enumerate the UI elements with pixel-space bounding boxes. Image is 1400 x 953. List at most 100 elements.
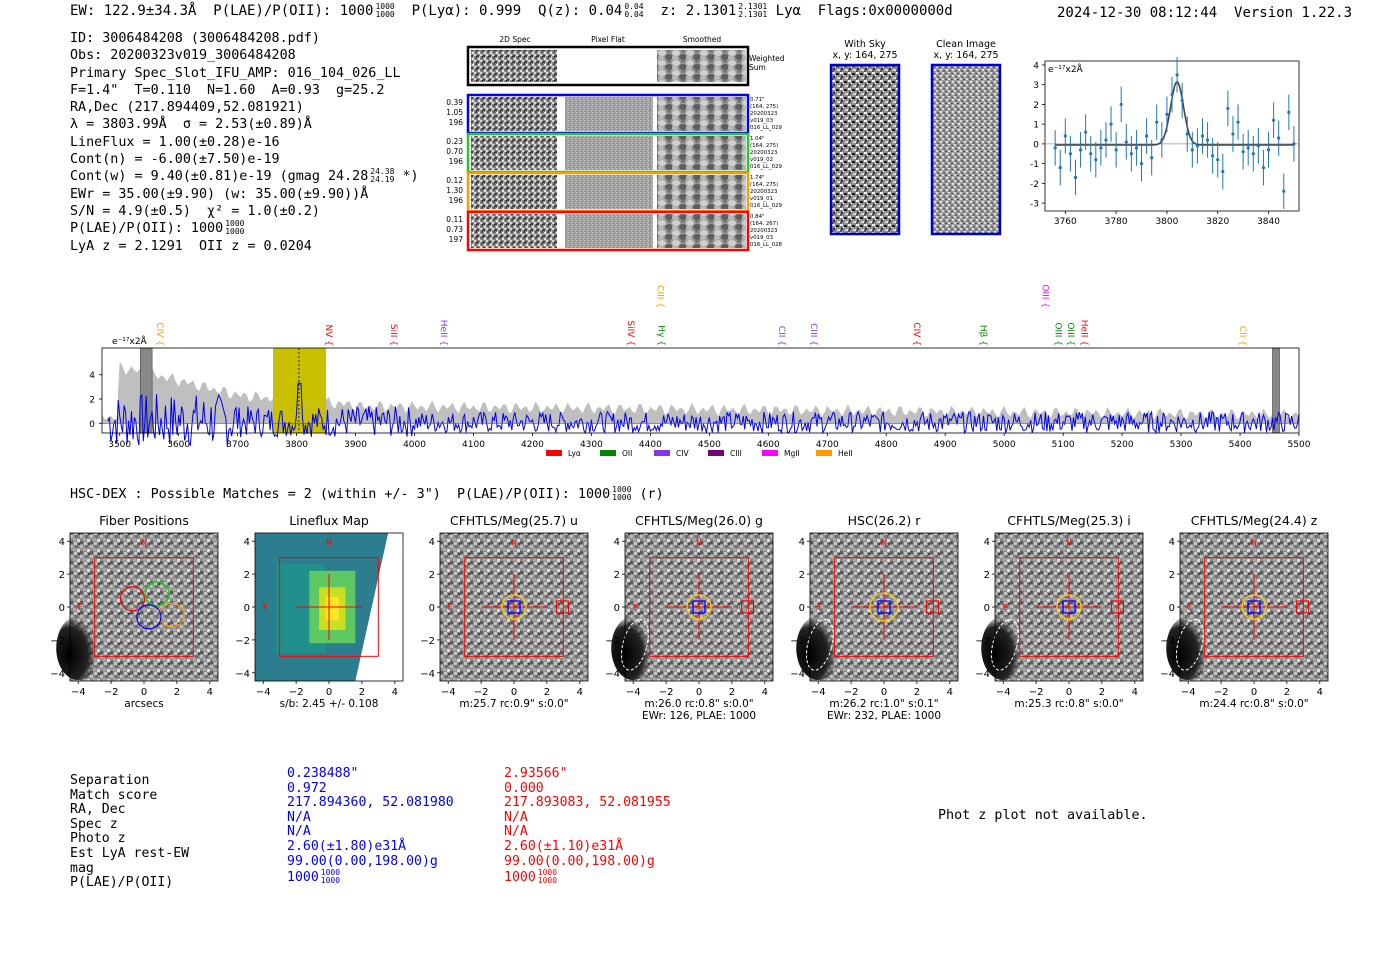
zoom-ytick: 0 xyxy=(1033,140,1039,150)
panel-xtick: 2 xyxy=(729,687,735,698)
cutout-col-pixelflat: Pixel Flat xyxy=(591,35,625,44)
zoom-point xyxy=(1185,132,1189,136)
header-flags: Flags:0x0000000d xyxy=(817,3,953,19)
image-panel-2: Lineflux Map N E −4 −4 −2 −2 0 0 2 2 4 4 s/b: 2.45 +/… xyxy=(235,513,404,710)
panel-xtick: −2 xyxy=(1029,687,1044,698)
panel-xtick: −4 xyxy=(1181,687,1196,698)
panel-xtick: 0 xyxy=(696,687,702,698)
panel-xtick: −4 xyxy=(626,687,641,698)
info-contw: Cont(w) = 9.40(±0.81)e-19 (gmag 24.28 24.… xyxy=(70,167,419,185)
panel-caption: arcsecs xyxy=(124,698,163,710)
cutout-row-right-0: 1.74" xyxy=(750,175,764,181)
full-xtick: 4900 xyxy=(934,440,957,450)
match-label: mag xyxy=(70,860,94,876)
panel-ytick: −2 xyxy=(790,636,805,647)
panel-ytick: 0 xyxy=(59,603,65,614)
zoom-point xyxy=(1236,120,1240,124)
cutout-row-right-2: 20200323 xyxy=(750,150,777,156)
zoom-point xyxy=(1063,134,1067,138)
panel-xtick: −2 xyxy=(104,687,119,698)
cutout-row-left-1: 1.30 xyxy=(446,186,463,195)
panel-ytick: 2 xyxy=(1169,570,1175,581)
cutout-row-left-1: 1.05 xyxy=(446,108,463,117)
legend-swatch xyxy=(816,450,832,456)
cutout-row-right-4: 016_LL_029 xyxy=(750,125,783,131)
panel-xtick: −2 xyxy=(289,687,304,698)
panel-ytick: 4 xyxy=(614,537,620,548)
panel-ytick: 2 xyxy=(59,570,65,581)
zoom-point xyxy=(1160,138,1164,142)
header-qz: Q(z): 0.04 xyxy=(538,3,623,19)
full-xtick: 5100 xyxy=(1052,440,1075,450)
match-label: RA, Dec xyxy=(70,802,126,818)
full-line-marker: OIII { xyxy=(1052,322,1062,346)
full-line-marker: HeII { xyxy=(438,320,448,346)
panel-north: N xyxy=(511,538,517,547)
panel-north: N xyxy=(1066,538,1072,547)
info-plae: P(LAE)/P(OII): 1000 1000 1000 xyxy=(70,219,245,237)
panel-ytick: −4 xyxy=(1160,669,1175,680)
cutout-col-smoothed: Smoothed xyxy=(683,35,722,44)
full-line-marker: CIII { xyxy=(808,323,818,346)
zoom-point xyxy=(1089,152,1093,156)
info-sn: S/N = 4.9(±0.5) χ² = 1.0(±0.2) xyxy=(70,203,320,219)
panel-xtick: 0 xyxy=(1066,687,1072,698)
panel-ytick: −2 xyxy=(235,636,250,647)
zoom-point xyxy=(1251,152,1255,156)
image-panel-6: CFHTLS/Meg(25.3) i N E −4 −4 −2 −2 0 0 2 2 4 4 m:25.3… xyxy=(975,513,1144,710)
panel-xtick: 4 xyxy=(1317,687,1323,698)
full-xtick: 4100 xyxy=(462,440,485,450)
full-line-marker: CII { xyxy=(776,326,786,346)
match-value: 2.60(±1.10)e31Å xyxy=(504,838,624,854)
full-frame xyxy=(101,347,1300,434)
cutout-row-right-3: v019_03 xyxy=(750,118,773,124)
match-1-values: 0.238488" 0.972 217.894360, 52.081980 N/A N/… xyxy=(287,766,454,886)
panel-ytick: 2 xyxy=(244,570,250,581)
panel-ytick: 4 xyxy=(799,537,805,548)
zoom-point xyxy=(1068,152,1072,156)
zoom-ytick: 1 xyxy=(1033,121,1039,131)
panel-ytick: −2 xyxy=(605,636,620,647)
full-xtick: 4300 xyxy=(580,440,603,450)
zoom-point xyxy=(1190,148,1194,152)
panel-north: N xyxy=(1251,538,1257,547)
zoom-point xyxy=(1246,146,1250,150)
zoom-xtick: 3780 xyxy=(1105,217,1128,227)
panel-ytick: −2 xyxy=(50,636,65,647)
info-lineflux: LineFlux = 1.00(±0.28)e-16 xyxy=(70,134,280,150)
zoom-point xyxy=(1129,152,1133,156)
panel-ytick: −4 xyxy=(420,669,435,680)
full-xtick: 3800 xyxy=(285,440,308,450)
full-ytick: 0 xyxy=(89,420,95,430)
panel-ytick: −2 xyxy=(975,636,990,647)
panel-ytick: −4 xyxy=(975,669,990,680)
full-xtick: 4800 xyxy=(875,440,898,450)
zoom-point xyxy=(1145,134,1149,138)
zoom-point xyxy=(1200,134,1205,138)
panel-xtick: 0 xyxy=(141,687,147,698)
full-xtick: 5300 xyxy=(1170,440,1193,450)
match-value: N/A xyxy=(287,824,311,840)
full-spectrum-chart: e⁻¹⁷x2Å 0 2 4 3500 3600 3700 3800 3900 4000 4100 42… xyxy=(89,284,1310,458)
zoom-point xyxy=(1261,165,1266,170)
header-z: z: 2.1301 xyxy=(660,3,737,19)
zoom-point xyxy=(1256,144,1260,148)
panel-east: E xyxy=(1003,603,1008,612)
full-line-marker: CII { xyxy=(1237,326,1247,346)
panel-caption-2: EWr: 126, PLAE: 1000 xyxy=(642,710,756,722)
full-line-marker: Hγ { xyxy=(656,325,666,346)
panel-ytick: 4 xyxy=(984,537,990,548)
full-error-envelope xyxy=(102,361,1299,424)
panel-east: E xyxy=(78,603,83,612)
legend-label: OII xyxy=(622,449,632,458)
panel-xtick: −2 xyxy=(659,687,674,698)
full-ylabel-note: e⁻¹⁷x2Å xyxy=(112,335,148,347)
cutout-row-right-0: 0.84" xyxy=(750,214,764,220)
match-label: P(LAE)/P(OII) xyxy=(70,875,174,891)
cutout-row-right-1: (164, 267) xyxy=(750,221,778,227)
match-value: 1000 1000 1000 xyxy=(287,868,341,886)
match-value: N/A xyxy=(504,809,528,825)
full-xtick: 3700 xyxy=(226,440,249,450)
panel-ytick: −4 xyxy=(235,669,250,680)
zoom-point xyxy=(1134,146,1139,150)
